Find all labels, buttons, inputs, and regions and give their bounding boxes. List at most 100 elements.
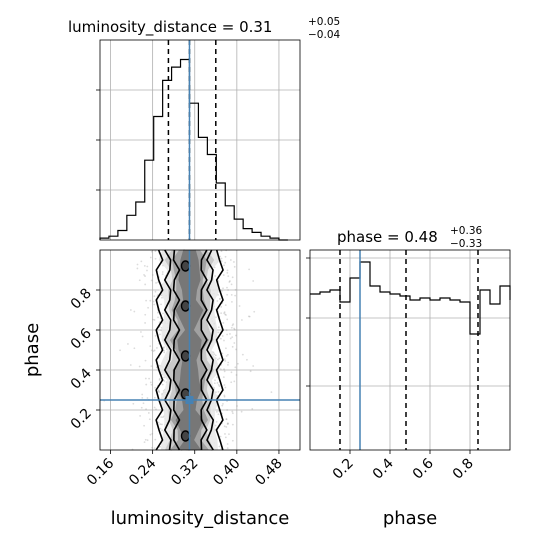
scatter-point bbox=[227, 363, 229, 366]
scatter-point bbox=[220, 260, 223, 263]
scatter-point bbox=[219, 337, 222, 340]
scatter-point bbox=[138, 279, 141, 282]
scatter-point bbox=[163, 380, 166, 382]
scatter-point bbox=[139, 415, 141, 417]
scatter-point bbox=[163, 346, 165, 349]
scatter-point bbox=[151, 274, 154, 276]
scatter-point bbox=[225, 418, 228, 421]
scatter-point bbox=[223, 370, 226, 373]
scatter-point bbox=[226, 423, 229, 425]
scatter-point bbox=[218, 298, 221, 300]
scatter-point bbox=[225, 355, 228, 357]
scatter-point bbox=[230, 381, 233, 384]
scatter-point bbox=[149, 433, 152, 436]
scatter-point bbox=[150, 349, 153, 352]
scatter-point bbox=[217, 383, 220, 386]
scatter-point bbox=[221, 404, 224, 407]
scatter-point bbox=[226, 318, 229, 321]
y-axis-label-phase: phase bbox=[22, 323, 43, 377]
scatter-point bbox=[146, 439, 149, 442]
title3-equals: = bbox=[382, 228, 404, 246]
scatter-point bbox=[224, 436, 227, 439]
scatter-point bbox=[159, 427, 162, 430]
scatter-point bbox=[212, 351, 215, 354]
scatter-point bbox=[161, 296, 163, 299]
tl-histogram-step bbox=[99, 58, 288, 241]
scatter-point bbox=[154, 438, 157, 441]
scatter-point bbox=[149, 299, 152, 302]
bl-xtick-label: 0.32 bbox=[168, 456, 201, 489]
scatter-point bbox=[224, 304, 227, 307]
scatter-point bbox=[229, 259, 232, 261]
scatter-point bbox=[223, 358, 226, 361]
br-frame bbox=[309, 249, 511, 451]
scatter-point bbox=[150, 279, 153, 282]
scatter-point bbox=[218, 385, 221, 388]
scatter-point bbox=[143, 424, 145, 427]
scatter-point bbox=[141, 393, 144, 396]
scatter-point bbox=[141, 335, 144, 338]
title3-value: 0.48 bbox=[404, 228, 437, 246]
scatter-point bbox=[140, 331, 142, 333]
scatter-point bbox=[153, 447, 156, 450]
title1-equals: = bbox=[217, 18, 239, 36]
scatter-point bbox=[241, 353, 244, 356]
title3-param: phase bbox=[337, 228, 382, 246]
bl-ytick-label: 0.2 bbox=[68, 406, 95, 433]
scatter-point bbox=[226, 447, 229, 450]
scatter-point bbox=[226, 271, 229, 274]
scatter-point bbox=[161, 383, 164, 386]
scatter-point bbox=[153, 349, 156, 352]
scatter-point bbox=[228, 281, 231, 283]
title1-param: luminosity_distance bbox=[68, 18, 217, 37]
scatter-point bbox=[216, 300, 219, 302]
scatter-point bbox=[157, 389, 160, 392]
br-xtick-label: 0.6 bbox=[410, 455, 437, 482]
scatter-point bbox=[158, 377, 161, 380]
scatter-point bbox=[158, 391, 161, 393]
scatter-point bbox=[143, 273, 145, 276]
scatter-point bbox=[231, 301, 233, 303]
scatter-point bbox=[230, 283, 233, 286]
title1-minus: −0.04 bbox=[308, 29, 340, 41]
scatter-point bbox=[221, 335, 224, 337]
scatter-point bbox=[230, 293, 233, 296]
scatter-point bbox=[144, 359, 147, 362]
scatter-point bbox=[231, 324, 234, 327]
bl-ytick-label: 0.6 bbox=[68, 325, 95, 352]
scatter-point bbox=[153, 295, 156, 298]
scatter-point bbox=[214, 379, 216, 382]
scatter-point bbox=[231, 439, 234, 442]
scatter-point bbox=[231, 276, 234, 279]
scatter-point bbox=[144, 377, 147, 380]
scatter-point bbox=[226, 422, 229, 425]
scatter-point bbox=[223, 312, 226, 315]
scatter-point bbox=[224, 261, 227, 264]
scatter-point bbox=[231, 336, 234, 339]
scatter-point bbox=[230, 371, 233, 374]
bl-inner-contour-0 bbox=[180, 430, 191, 442]
scatter-point bbox=[241, 319, 243, 321]
scatter-point bbox=[236, 405, 238, 407]
scatter-point bbox=[226, 409, 229, 411]
bl-xtick-label: 0.48 bbox=[252, 456, 285, 489]
scatter-point bbox=[143, 441, 146, 443]
joint-contour-panel: 0.16 0.24 0.32 0.40 0.48 0.2 0.4 0.6 0.8 bbox=[68, 249, 301, 489]
scatter-point bbox=[223, 394, 226, 397]
scatter-point bbox=[233, 265, 236, 268]
scatter-point bbox=[226, 286, 228, 289]
scatter-point bbox=[214, 275, 217, 277]
scatter-point bbox=[129, 364, 132, 366]
scatter-point bbox=[224, 359, 227, 362]
scatter-point bbox=[225, 347, 227, 350]
scatter-point bbox=[159, 423, 162, 426]
scatter-point bbox=[146, 265, 149, 268]
scatter-point bbox=[223, 395, 226, 398]
scatter-point bbox=[148, 418, 151, 421]
scatter-point bbox=[160, 303, 162, 306]
scatter-point bbox=[234, 366, 237, 369]
scatter-point bbox=[227, 422, 229, 425]
scatter-point bbox=[224, 386, 227, 389]
bl-contour-2-left bbox=[172, 249, 181, 451]
